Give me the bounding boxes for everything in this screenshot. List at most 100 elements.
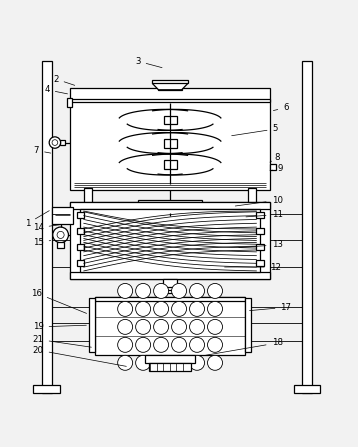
Circle shape	[189, 301, 204, 316]
Text: 1: 1	[25, 211, 49, 228]
Bar	[42, 61, 52, 393]
Bar	[138, 200, 202, 213]
Text: 19: 19	[33, 322, 86, 331]
Text: 17: 17	[250, 303, 291, 312]
Circle shape	[171, 355, 187, 370]
Text: 18: 18	[203, 338, 282, 356]
Text: 8: 8	[270, 153, 280, 162]
Bar	[270, 164, 276, 170]
Circle shape	[118, 320, 133, 334]
Text: 2: 2	[53, 75, 75, 85]
Bar	[77, 260, 84, 266]
Text: 4: 4	[44, 85, 68, 94]
Circle shape	[154, 337, 169, 352]
Bar	[77, 228, 84, 234]
Circle shape	[208, 337, 223, 352]
Text: 5: 5	[232, 125, 278, 136]
Bar	[302, 61, 312, 393]
Circle shape	[136, 320, 151, 334]
Bar	[193, 207, 202, 213]
Circle shape	[189, 337, 204, 352]
Text: 11: 11	[246, 210, 282, 219]
Bar	[70, 202, 270, 279]
Bar	[165, 207, 174, 213]
Circle shape	[118, 337, 133, 352]
Circle shape	[57, 232, 64, 238]
Circle shape	[208, 355, 223, 370]
Text: 16: 16	[31, 289, 87, 313]
Bar	[294, 385, 320, 393]
Bar	[160, 287, 180, 290]
Polygon shape	[152, 83, 188, 90]
Bar	[95, 297, 245, 301]
Bar	[59, 140, 65, 145]
Bar	[145, 355, 195, 363]
Bar	[256, 260, 263, 266]
Bar	[163, 279, 177, 293]
Bar	[70, 202, 270, 208]
Bar	[57, 242, 64, 248]
Circle shape	[154, 283, 169, 299]
Bar	[84, 188, 92, 207]
Bar	[245, 299, 251, 352]
Text: 9: 9	[270, 164, 283, 173]
Bar	[52, 207, 73, 224]
Bar	[70, 99, 270, 102]
Text: 14: 14	[33, 224, 61, 232]
Bar	[164, 139, 176, 148]
Circle shape	[154, 301, 169, 316]
Circle shape	[208, 283, 223, 299]
Circle shape	[189, 283, 204, 299]
Circle shape	[171, 337, 187, 352]
Circle shape	[189, 320, 204, 334]
Text: 20: 20	[33, 346, 126, 367]
Bar	[156, 207, 165, 213]
Text: 12: 12	[224, 262, 281, 271]
Bar	[67, 97, 72, 106]
Text: 15: 15	[33, 237, 51, 247]
Circle shape	[208, 320, 223, 334]
Bar	[164, 160, 176, 169]
Bar	[95, 297, 245, 355]
Circle shape	[154, 320, 169, 334]
Bar	[149, 363, 192, 371]
Text: 10: 10	[235, 196, 282, 206]
Circle shape	[208, 301, 223, 316]
Circle shape	[118, 283, 133, 299]
Text: 21: 21	[33, 335, 91, 347]
Circle shape	[136, 337, 151, 352]
Bar	[152, 80, 188, 83]
Bar	[77, 212, 84, 218]
Circle shape	[118, 355, 133, 370]
Bar	[256, 228, 263, 234]
Circle shape	[154, 355, 169, 370]
Circle shape	[171, 320, 187, 334]
Bar	[33, 385, 60, 393]
Circle shape	[53, 227, 68, 243]
Bar	[256, 244, 263, 250]
Circle shape	[136, 355, 151, 370]
Bar	[138, 207, 146, 213]
Circle shape	[189, 355, 204, 370]
Text: 7: 7	[34, 146, 51, 155]
Circle shape	[52, 140, 58, 145]
Circle shape	[171, 283, 187, 299]
Text: 13: 13	[239, 240, 282, 249]
Bar	[70, 88, 270, 190]
Bar	[248, 188, 256, 207]
Circle shape	[118, 301, 133, 316]
Bar	[77, 244, 84, 250]
Circle shape	[136, 301, 151, 316]
Bar	[184, 207, 192, 213]
Circle shape	[136, 283, 151, 299]
Text: 6: 6	[274, 103, 289, 112]
Bar	[80, 208, 260, 272]
Bar	[159, 83, 182, 90]
Circle shape	[49, 137, 61, 148]
Bar	[256, 212, 263, 218]
Bar	[164, 116, 176, 124]
Text: 3: 3	[135, 57, 162, 67]
Bar	[175, 207, 183, 213]
Circle shape	[171, 301, 187, 316]
Bar	[70, 272, 270, 279]
